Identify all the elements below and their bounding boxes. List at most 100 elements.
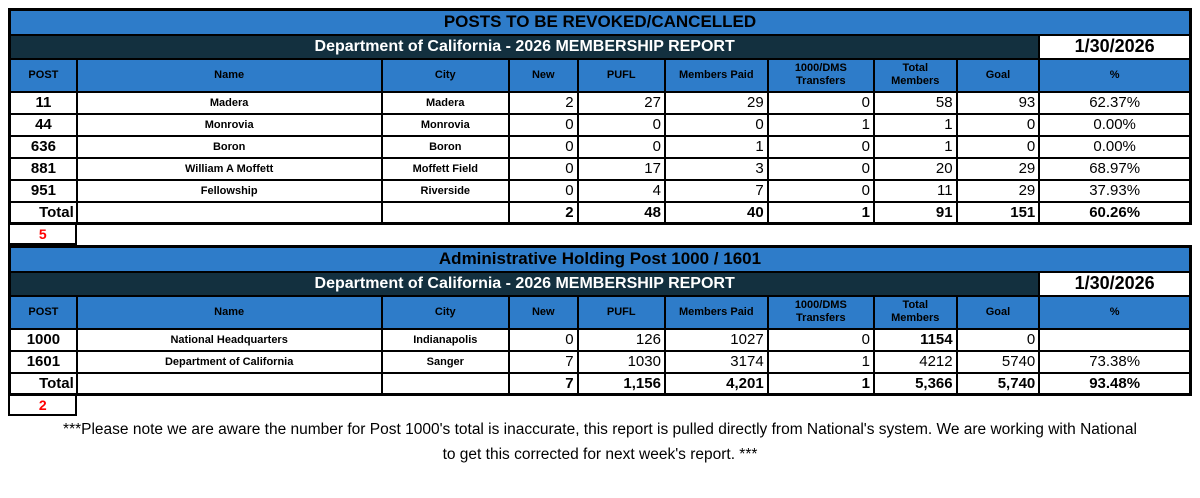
- cell-members-paid: 3: [663, 156, 769, 181]
- table-row: 881 William A Moffett Moffett Field 0 17 3 0 20…: [8, 156, 1192, 181]
- total-cell-new: 2: [508, 200, 579, 225]
- cell-post: 44: [8, 112, 78, 137]
- cell-transfers: 1: [766, 112, 875, 137]
- table-row: 44 Monrovia Monrovia 0 0 0 1 1 0 0.00%: [8, 112, 1192, 137]
- table-row: 11 Madera Madera 2 27 29 0 58 93 62.37%: [8, 90, 1192, 115]
- col-header-post: POST: [8, 57, 78, 93]
- footer-line-2: to get this corrected for next week's re…: [442, 446, 758, 463]
- cell-total-members: 58: [872, 90, 958, 115]
- col-header-members-paid: Members Paid: [663, 57, 769, 93]
- col-header-goal: Goal: [955, 57, 1041, 93]
- table-title: POSTS TO BE REVOKED/CANCELLED: [8, 8, 1192, 36]
- cell-transfers: 1: [766, 349, 875, 374]
- cell-members-paid: 3174: [663, 349, 769, 374]
- col-header-total-members: Total Members: [872, 294, 958, 330]
- cell-percent: 73.38%: [1038, 349, 1192, 374]
- subtitle-row: Department of California - 2026 MEMBERSH…: [8, 270, 1192, 297]
- cell-new: 0: [508, 327, 579, 352]
- cell-total-members: 11: [872, 178, 958, 203]
- col-header-pufl: PUFL: [576, 57, 666, 93]
- revoked-posts-table: POSTS TO BE REVOKED/CANCELLED Department…: [8, 8, 1192, 225]
- cell-post: 1000: [8, 327, 78, 352]
- post-count-value: 2: [7, 396, 78, 416]
- table-row: 951 Fellowship Riverside 0 4 7 0 11 29 37.93%: [8, 178, 1192, 203]
- cell-goal: 0: [955, 327, 1041, 352]
- total-cell-percent: 60.26%: [1038, 200, 1192, 225]
- report-date: 1/30/2026: [1038, 270, 1192, 297]
- cell-new: 7: [508, 349, 579, 374]
- cell-transfers: 0: [766, 134, 875, 159]
- report-subtitle: Department of California - 2026 MEMBERSH…: [8, 270, 1041, 297]
- col-header-pufl: PUFL: [576, 294, 666, 330]
- total-cell-new: 7: [508, 371, 579, 396]
- col-header-goal: Goal: [955, 294, 1041, 330]
- col-header-total-members: Total Members: [872, 57, 958, 93]
- col-header-transfers: 1000/DMS Transfers: [766, 294, 875, 330]
- col-header-city: City: [380, 294, 511, 330]
- total-cell-post: Total: [8, 371, 78, 396]
- cell-city: Riverside: [380, 178, 511, 203]
- total-cell-city: [380, 371, 511, 396]
- col-header-transfers: 1000/DMS Transfers: [766, 57, 875, 93]
- cell-name: Madera: [75, 90, 383, 115]
- cell-city: Moffett Field: [380, 156, 511, 181]
- total-cell-transfers: 1: [766, 371, 875, 396]
- col-header-percent: %: [1038, 57, 1192, 93]
- cell-members-paid: 7: [663, 178, 769, 203]
- cell-post: 881: [8, 156, 78, 181]
- total-row: Total 7 1,156 4,201 1 5,366 5,740 93.48%: [8, 371, 1192, 396]
- cell-name: William A Moffett: [75, 156, 383, 181]
- cell-city: Sanger: [380, 349, 511, 374]
- report-subtitle: Department of California - 2026 MEMBERSH…: [8, 33, 1041, 60]
- cell-goal: 5740: [955, 349, 1041, 374]
- cell-goal: 0: [955, 134, 1041, 159]
- total-row: Total 2 48 40 1 91 151 60.26%: [8, 200, 1192, 225]
- cell-total-members: 20: [872, 156, 958, 181]
- cell-name: Fellowship: [75, 178, 383, 203]
- cell-pufl: 0: [576, 134, 666, 159]
- cell-transfers: 0: [766, 178, 875, 203]
- cell-name: Boron: [75, 134, 383, 159]
- total-cell-pufl: 48: [576, 200, 666, 225]
- total-cell-post: Total: [8, 200, 78, 225]
- cell-members-paid: 1027: [663, 327, 769, 352]
- col-header-members-paid: Members Paid: [663, 294, 769, 330]
- cell-city: Madera: [380, 90, 511, 115]
- cell-members-paid: 1: [663, 134, 769, 159]
- cell-name: Monrovia: [75, 112, 383, 137]
- cell-pufl: 0: [576, 112, 666, 137]
- footer-note: ***Please note we are aware the number f…: [8, 417, 1192, 467]
- cell-post: 1601: [8, 349, 78, 374]
- total-cell-percent: 93.48%: [1038, 371, 1192, 396]
- col-header-percent: %: [1038, 294, 1192, 330]
- table-row: 636 Boron Boron 0 0 1 0 1 0 0.00%: [8, 134, 1192, 159]
- post-count-row-1: 5: [7, 225, 1192, 245]
- total-cell-goal: 151: [955, 200, 1041, 225]
- admin-holding-table: Administrative Holding Post 1000 / 1601 …: [8, 245, 1192, 396]
- total-cell-pufl: 1,156: [576, 371, 666, 396]
- column-header-row: POST Name City New PUFL Members Paid 100…: [8, 57, 1192, 93]
- cell-total-members: 1: [872, 112, 958, 137]
- total-cell-total-members: 91: [872, 200, 958, 225]
- col-header-new: New: [508, 294, 579, 330]
- cell-percent: 0.00%: [1038, 134, 1192, 159]
- cell-post: 636: [8, 134, 78, 159]
- cell-goal: 0: [955, 112, 1041, 137]
- subtitle-row: Department of California - 2026 MEMBERSH…: [8, 33, 1192, 60]
- table-row: 1000 National Headquarters Indianapolis 0 12…: [8, 327, 1192, 352]
- cell-members-paid: 0: [663, 112, 769, 137]
- cell-post: 11: [8, 90, 78, 115]
- cell-new: 0: [508, 134, 579, 159]
- report-date: 1/30/2026: [1038, 33, 1192, 60]
- cell-name: Department of California: [75, 349, 383, 374]
- post-count-row-2: 2: [7, 396, 1192, 416]
- cell-new: 0: [508, 178, 579, 203]
- total-cell-members-paid: 40: [663, 200, 769, 225]
- empty-spacer: [76, 225, 1192, 244]
- cell-transfers: 0: [766, 156, 875, 181]
- column-header-row: POST Name City New PUFL Members Paid 100…: [8, 294, 1192, 330]
- cell-pufl: 4: [576, 178, 666, 203]
- col-header-name: Name: [75, 57, 383, 93]
- col-header-new: New: [508, 57, 579, 93]
- table-title-row: Administrative Holding Post 1000 / 1601: [8, 245, 1192, 273]
